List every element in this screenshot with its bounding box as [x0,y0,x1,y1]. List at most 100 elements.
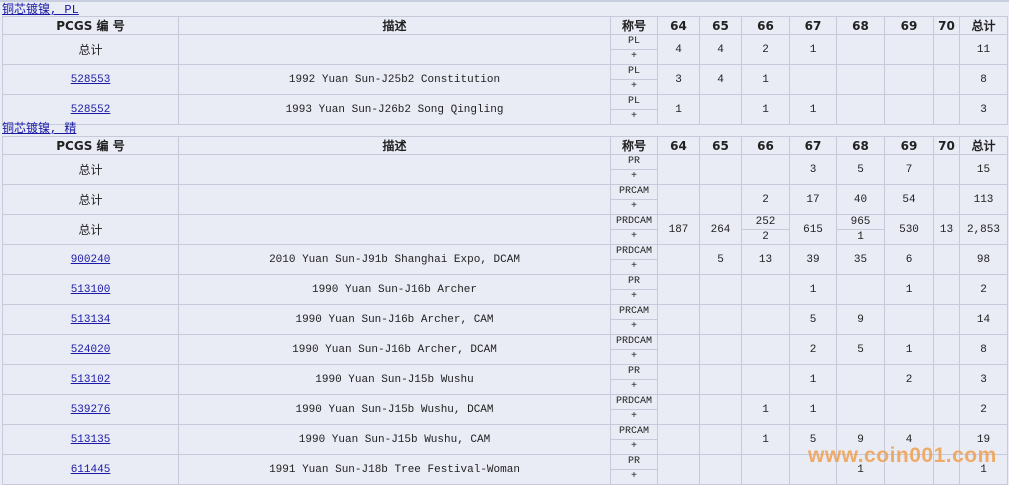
section-link[interactable]: 铜芯镀镍, PL [2,3,79,17]
grade-count: 530 [884,214,934,245]
header-g65: 65 [699,136,742,155]
pcgs-number-link[interactable]: 513100 [70,283,111,296]
grade-count: 54 [884,184,934,215]
pcgs-number-link[interactable]: 611445 [70,463,111,476]
pcgs-number-link[interactable]: 528553 [70,73,111,86]
header-g66: 66 [741,16,790,35]
total-label: 总计 [2,184,179,215]
pcgs-number-link[interactable]: 539276 [70,403,111,416]
grade-count: 4 [699,64,742,95]
grade-count [699,364,742,395]
description-cell [178,214,611,245]
table-row: 611445 1991 Yuan Sun-J18b Tree Festival-W… [2,454,1008,485]
grade-count: 615 [789,214,837,245]
grade-cell: PR + [610,154,658,185]
table-row: 513102 1990 Yuan Sun-J15b Wushu PR +1 2 3 [2,364,1008,395]
grade-count [657,454,700,485]
header-g64: 64 [657,16,700,35]
grade-count: 40 [836,184,885,215]
grade-count [699,394,742,425]
grade-label: PL [611,96,657,110]
grade-count [933,94,960,125]
table-row: 总计 PRDCAM +187 264 252 2 615 965 1 530 13 2,853 [2,214,1008,245]
grade-count: 4 [657,34,700,65]
grade-count: 5 [836,334,885,365]
grade-label: PRCAM [611,306,657,320]
pcgs-number-cell: 539276 [2,394,179,425]
pcgs-number-link[interactable]: 513135 [70,433,111,446]
grade-cell: PRDCAM + [610,334,658,365]
header-row: PCGS 编 号描述 称号 64 65 66 67 68 69 70 总计 [2,16,1008,35]
total-count: 15 [959,154,1008,185]
grade-count: 5 [789,424,837,455]
grade-count: 965 [837,216,884,230]
pcgs-number-link[interactable]: 513102 [70,373,111,386]
total-count: 113 [959,184,1008,215]
grade-count: 264 [699,214,742,245]
header-row: PCGS 编 号描述 称号 64 65 66 67 68 69 70 总计 [2,136,1008,155]
table-row: 539276 1990 Yuan Sun-J15b Wushu, DCAM PRDC… [2,394,1008,425]
grade-label: PR [611,156,657,170]
grade-count: 17 [789,184,837,215]
description-cell: 1990 Yuan Sun-J15b Wushu, CAM [178,424,611,455]
grade-label: PR [611,366,657,380]
pcgs-number-link[interactable]: 528552 [70,103,111,116]
grade-label: PR [611,456,657,470]
grade-count: 2 [741,184,790,215]
grade-count-cell: 965 1 [836,214,885,245]
grade-plus: + [630,441,637,452]
grade-count [741,334,790,365]
total-count: 98 [959,244,1008,275]
grade-plus: + [630,381,637,392]
section-link[interactable]: 铜芯镀镍, 精 [2,122,77,136]
pcgs-number-cell: 513100 [2,274,179,305]
header-g66: 66 [741,136,790,155]
header-total: 总计 [959,136,1008,155]
grade-count [933,334,960,365]
description-cell: 1990 Yuan Sun-J15b Wushu [178,364,611,395]
pcgs-number-link[interactable]: 900240 [70,253,111,266]
grade-count: 7 [884,154,934,185]
section-title[interactable]: 铜芯镀镍, PL [2,3,79,17]
description-cell [178,34,611,65]
section-title[interactable]: 铜芯镀镍, 精 [2,122,76,136]
grade-count: 13 [933,214,960,245]
grade-count [741,304,790,335]
grade-count: 187 [657,214,700,245]
header-pcgs: PCGS 编 号 [2,136,179,155]
top-divider [0,0,1009,2]
grade-label: PRDCAM [611,246,657,260]
grade-count [699,454,742,485]
header-grade: 称号 [610,16,658,35]
grade-label: PRCAM [611,426,657,440]
grade-count [884,94,934,125]
grade-cell: PRDCAM + [610,244,658,275]
grade-count [933,154,960,185]
grade-count: 1 [657,94,700,125]
pcgs-number-link[interactable]: 513134 [70,313,111,326]
grade-count [699,334,742,365]
grade-count [836,64,885,95]
grade-label: PRDCAM [611,396,657,410]
header-g68: 68 [836,136,885,155]
grade-count [741,274,790,305]
grade-count: 1 [741,424,790,455]
grade-count: 1 [789,364,837,395]
total-label: 总计 [2,154,179,185]
total-count: 2 [959,394,1008,425]
grade-count [657,364,700,395]
grade-count [657,274,700,305]
header-desc: 描述 [178,16,611,35]
grade-count: 4 [699,34,742,65]
pcgs-number-link[interactable]: 524020 [70,343,111,356]
grade-count [699,154,742,185]
grade-count [933,304,960,335]
population-table: PCGS 编 号描述 称号 64 65 66 67 68 69 70 总计 总计 PR +3 5 7 15 总计… [2,136,1008,485]
grade-plus: + [630,201,637,212]
header-desc: 描述 [178,136,611,155]
header-g64: 64 [657,136,700,155]
pcgs-number-cell: 524020 [2,334,179,365]
grade-count [836,94,885,125]
header-g67: 67 [789,16,837,35]
grade-cell: PRCAM + [610,304,658,335]
